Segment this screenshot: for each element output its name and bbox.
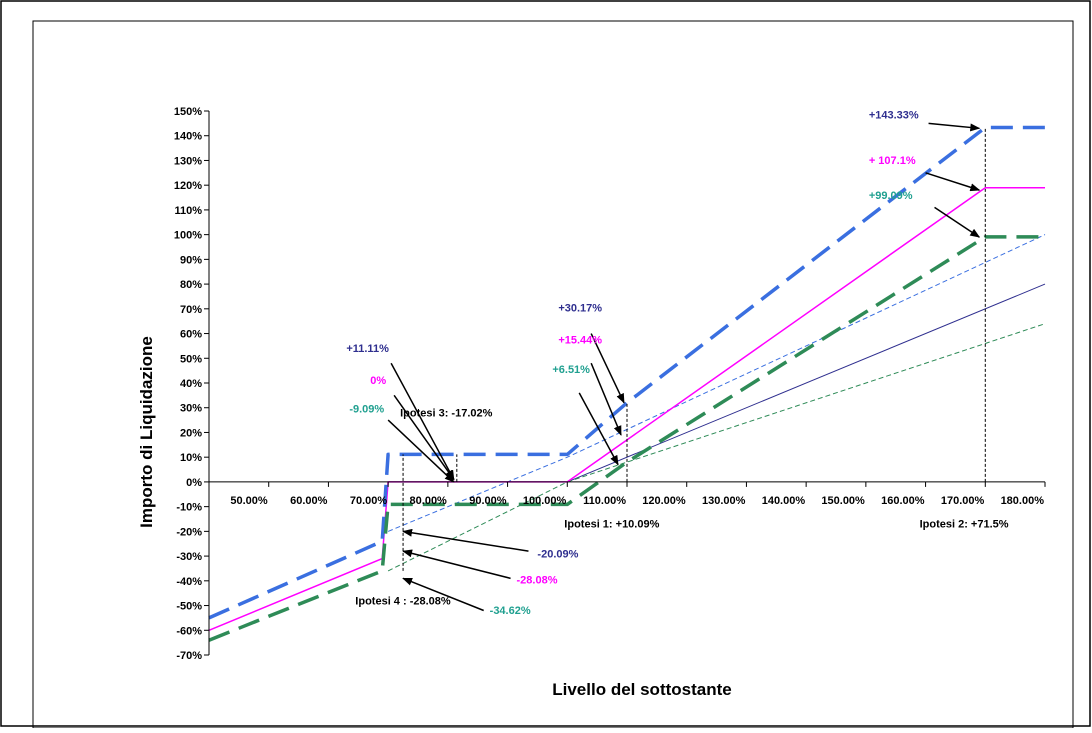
y-tick-label: 70%	[180, 304, 202, 316]
y-tick-label: 130%	[174, 155, 202, 167]
annotation-arrow	[925, 172, 981, 192]
ipotesi-labels: Ipotesi 3: -17.02% Ipotesi 1: +10.09% Ipot…	[355, 407, 1008, 607]
annotation-label: + 107.1%	[869, 155, 916, 167]
y-tick-label: 100%	[174, 230, 202, 242]
y-tick-label: -50%	[176, 601, 202, 613]
annotation-label: 0%	[370, 375, 386, 387]
annotation-label: -9.09%	[349, 404, 384, 416]
x-tick-label: 70.00%	[350, 495, 388, 507]
x-tick-label: 60.00%	[290, 495, 328, 507]
annotation-label: -34.62%	[490, 605, 531, 617]
y-tick-label: 90%	[180, 254, 202, 266]
y-tick-label: -40%	[176, 576, 202, 588]
y-tick-label: 120%	[174, 180, 202, 192]
y-tick-label: 30%	[180, 403, 202, 415]
y-tick-label: 150%	[174, 106, 202, 118]
y-tick-label: -20%	[176, 526, 202, 538]
x-tick-label: 120.00%	[642, 495, 686, 507]
annotation-arrow	[402, 528, 529, 552]
y-tick-label: 140%	[174, 131, 202, 143]
y-tick-label: -60%	[176, 625, 202, 637]
annotations: +143.33% + 107.1% +99.09% +30.17% +15.44% +6.…	[346, 109, 981, 617]
y-tick-label: 50%	[180, 353, 202, 365]
annotation-label: +15.44%	[558, 334, 602, 346]
annotation-arrow	[402, 577, 484, 612]
x-tick-label: 160.00%	[881, 495, 925, 507]
y-tick-label: 80%	[180, 279, 202, 291]
ipotesi-label: Ipotesi 1: +10.09%	[564, 519, 659, 531]
y-axis-title: Importo di Liquidazione	[137, 336, 156, 528]
annotation-arrow	[590, 362, 622, 436]
annotation-label: +143.33%	[869, 109, 919, 121]
reference-lines	[402, 127, 986, 571]
annotation-label: -20.09%	[537, 548, 578, 560]
x-axis-title: Livello del sottostante	[552, 680, 731, 699]
x-tick-label: 170.00%	[941, 495, 985, 507]
x-tick-label: 150.00%	[821, 495, 865, 507]
annotation-arrow	[928, 122, 981, 132]
x-tick-label: 90.00%	[469, 495, 507, 507]
annotation-arrow	[578, 392, 619, 466]
y-tick-label: 20%	[180, 427, 202, 439]
annotation-label: -28.08%	[517, 574, 558, 586]
annotation-arrow	[402, 549, 511, 580]
x-tick-label: 80.00%	[410, 495, 448, 507]
series-line-2	[387, 234, 1046, 532]
annotation-label: +30.17%	[558, 302, 602, 314]
y-tick-label: 10%	[180, 452, 202, 464]
ipotesi-label: Ipotesi 2: +71.5%	[920, 519, 1009, 531]
ipotesi-label: Ipotesi 3: -17.02%	[400, 407, 493, 419]
y-tick-label: -70%	[176, 650, 202, 662]
annotation-arrow	[934, 206, 981, 238]
annotation-label: +6.51%	[552, 364, 590, 376]
annotation-label: +11.11%	[346, 343, 389, 355]
annotation-arrow	[387, 419, 455, 483]
annotation-arrow	[393, 394, 455, 481]
x-tick-label: 50.00%	[230, 495, 268, 507]
x-tick-label: 130.00%	[702, 495, 746, 507]
y-tick-label: -30%	[176, 551, 202, 563]
annotation-arrow	[590, 333, 625, 404]
y-tick-label: 40%	[180, 378, 202, 390]
annotation-arrow	[390, 362, 455, 481]
series-line-5	[208, 125, 1045, 620]
y-tick-label: 0%	[186, 477, 202, 489]
x-tick-label: 140.00%	[762, 495, 806, 507]
x-tick-label: 180.00%	[1001, 495, 1045, 507]
y-tick-label: -10%	[176, 502, 202, 514]
x-tick-label: 110.00%	[583, 495, 626, 507]
axes: -70% -60% -50% -40% -30% -20% -10% 0% 10% 20% 30% 4…	[174, 106, 1046, 662]
annotation-label: +99.09%	[869, 190, 913, 202]
x-tick-label: 100.00%	[523, 495, 567, 507]
y-tick-label: 60%	[180, 329, 202, 341]
y-tick-label: 110%	[174, 205, 202, 217]
ipotesi-label: Ipotesi 4 : -28.08%	[355, 595, 451, 607]
